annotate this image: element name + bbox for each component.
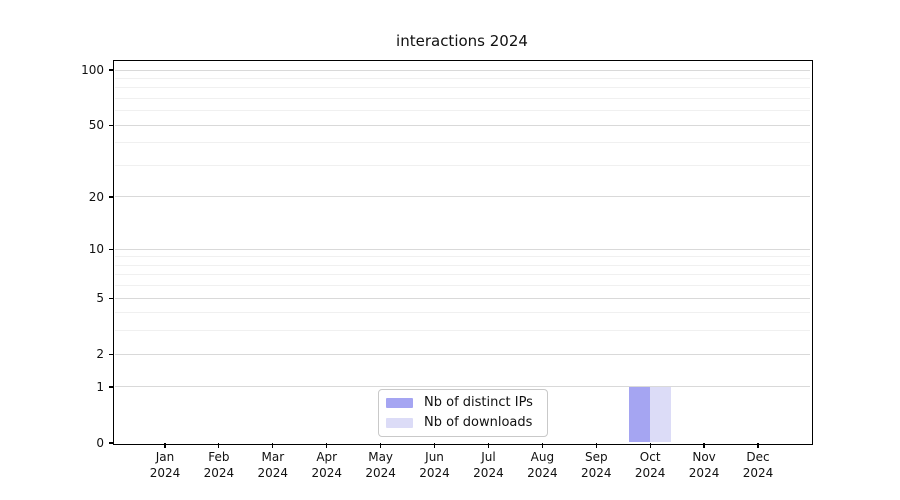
x-tick-label: Jan 2024 [135, 450, 195, 481]
x-tick-month: Aug [530, 450, 555, 464]
legend-row-distinct-ips: Nb of distinct IPs [386, 395, 539, 411]
y-gridline-minor [115, 142, 810, 144]
y-gridline-minor [115, 264, 810, 266]
bar-distinct-ips [629, 386, 651, 442]
x-tick-month: Nov [692, 450, 716, 464]
x-tick-month: Oct [639, 450, 661, 464]
y-axis-tick [108, 386, 113, 388]
x-tick-month: Feb [208, 450, 230, 464]
x-tick-year: 2024 [203, 465, 235, 480]
x-tick-label: Jul 2024 [458, 450, 518, 481]
y-gridline-major [115, 196, 810, 198]
x-tick-year: 2024 [257, 465, 289, 480]
y-axis-tick [108, 442, 113, 444]
x-axis-tick [326, 443, 328, 448]
plot-area [113, 60, 813, 445]
x-tick-year: 2024 [473, 465, 504, 480]
x-axis-tick [433, 443, 436, 448]
x-axis-tick [541, 443, 543, 448]
x-tick-month: Mar [261, 450, 285, 464]
legend-swatch-distinct-ips-icon [386, 398, 413, 408]
x-tick-month: Sep [584, 450, 608, 464]
y-gridline-major [115, 248, 810, 250]
y-axis-tick [108, 353, 113, 355]
x-tick-month: Jul [481, 450, 496, 464]
y-tick-label: 5 [96, 291, 104, 306]
y-gridline-minor [115, 256, 810, 258]
x-tick-year: 2024 [742, 465, 774, 480]
x-tick-label: Apr 2024 [297, 450, 357, 481]
y-tick-label: 50 [88, 118, 104, 133]
legend-label-downloads: Nb of downloads [424, 415, 533, 430]
x-tick-month: Dec [746, 450, 770, 464]
y-gridline-minor [115, 285, 810, 287]
y-gridline-minor [115, 274, 810, 276]
x-tick-year: 2024 [580, 465, 612, 480]
x-tick-month: May [368, 450, 394, 464]
y-gridline-minor [115, 87, 810, 89]
y-tick-label: 20 [88, 189, 104, 204]
x-axis-tick [649, 443, 651, 448]
y-gridline-minor [115, 312, 810, 314]
x-tick-year: 2024 [365, 465, 396, 480]
y-gridline-major [115, 386, 810, 388]
y-gridline-minor [115, 97, 810, 99]
y-gridline-major [115, 124, 810, 126]
x-tick-month: Apr [316, 450, 338, 464]
x-tick-year: 2024 [311, 465, 342, 480]
legend-swatch-downloads-icon [386, 418, 413, 428]
x-axis-tick [272, 443, 274, 448]
y-tick-label: 10 [88, 242, 104, 257]
x-axis-tick [218, 443, 220, 448]
x-axis-tick [487, 443, 490, 448]
legend-row-downloads: Nb of downloads [386, 415, 539, 431]
x-axis-tick [703, 443, 705, 448]
bar-downloads [650, 386, 672, 442]
x-axis-tick [595, 443, 597, 448]
y-gridline-major [115, 297, 810, 299]
y-gridline-minor [115, 110, 810, 112]
y-axis-tick [108, 196, 113, 198]
y-tick-label: 1 [96, 379, 104, 394]
y-axis-tick [108, 297, 113, 299]
y-gridline-minor [115, 164, 810, 166]
x-tick-year: 2024 [688, 465, 720, 480]
x-tick-label: Oct 2024 [620, 450, 680, 481]
x-tick-label: Feb 2024 [189, 450, 249, 481]
x-tick-year: 2024 [634, 465, 666, 480]
y-gridline-major [115, 69, 810, 71]
x-tick-year: 2024 [527, 465, 558, 480]
y-gridline-minor [115, 330, 810, 332]
x-tick-year: 2024 [419, 465, 450, 480]
x-tick-label: Jun 2024 [405, 450, 465, 481]
x-tick-month: Jan [155, 450, 175, 464]
chart-title: interactions 2024 [396, 32, 528, 50]
y-tick-label: 2 [96, 347, 104, 362]
x-tick-label: Nov 2024 [674, 450, 734, 481]
x-tick-month: Jun [425, 450, 444, 464]
x-axis-tick [380, 443, 382, 448]
x-tick-label: Sep 2024 [566, 450, 626, 481]
x-tick-year: 2024 [149, 465, 181, 480]
x-tick-label: Aug 2024 [512, 450, 572, 481]
y-axis-tick [108, 69, 113, 71]
x-axis-tick [757, 443, 759, 448]
y-tick-label: 0 [96, 436, 104, 450]
legend: Nb of distinct IPs Nb of downloads [378, 389, 548, 437]
x-tick-label: Dec 2024 [728, 450, 788, 481]
y-axis-tick [108, 124, 113, 126]
y-gridline-minor [115, 77, 810, 79]
x-tick-label: Mar 2024 [243, 450, 303, 481]
y-gridline-major [115, 353, 810, 355]
legend-label-distinct-ips: Nb of distinct IPs [424, 395, 533, 410]
x-axis-tick [164, 443, 166, 448]
x-tick-label: May 2024 [351, 450, 411, 481]
y-tick-label: 100 [81, 63, 104, 77]
y-axis-tick [108, 248, 113, 250]
